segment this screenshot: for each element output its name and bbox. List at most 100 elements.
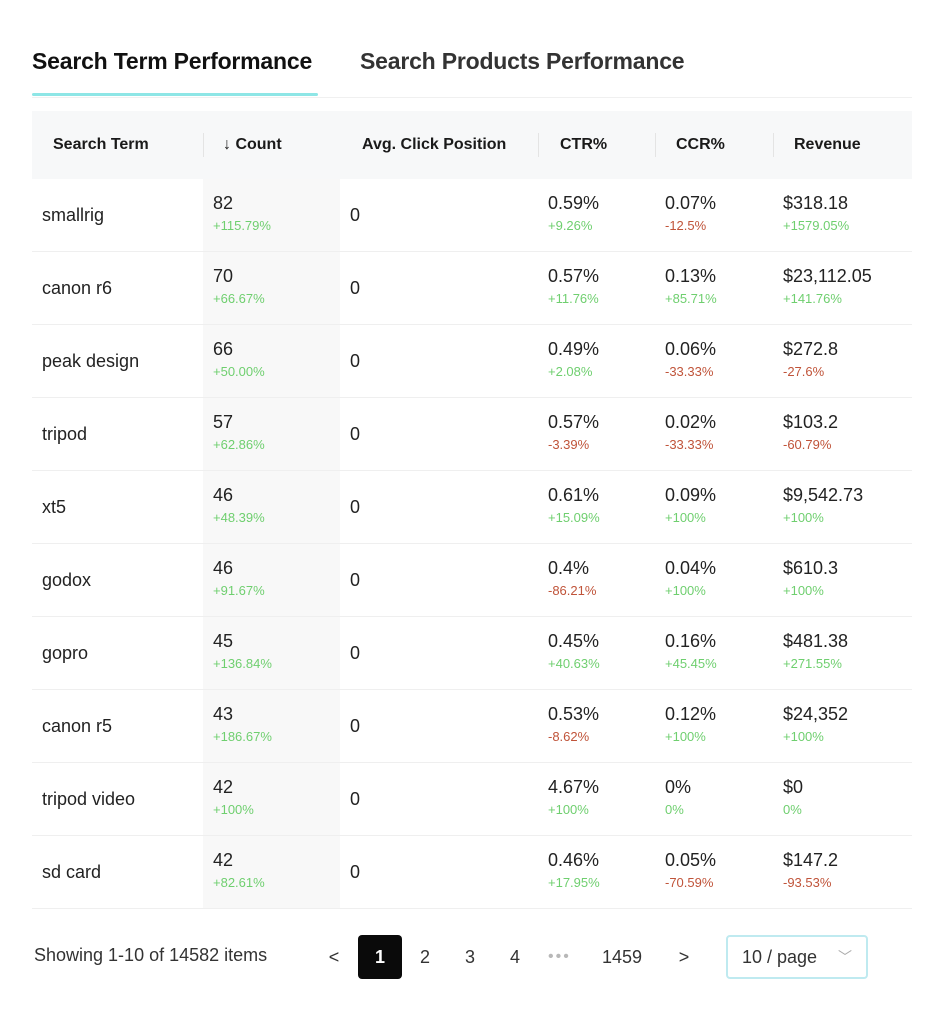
pagination-summary: Showing 1-10 of 14582 items xyxy=(34,945,268,965)
ctr-value: 0.4% xyxy=(548,558,590,578)
pagination-ellipsis[interactable]: ••• xyxy=(548,948,571,965)
table-row[interactable]: xt5 46 +48.39% 0 0.61% +15.09% 0.09% +100% $9,54… xyxy=(32,470,912,544)
page-button-1[interactable]: 1 xyxy=(358,935,402,979)
revenue-value: $147.2 xyxy=(783,850,839,870)
ccr-value: 0% xyxy=(665,777,692,797)
search-term-text: smallrig xyxy=(42,205,105,225)
table-row[interactable]: peak design 66 +50.00% 0 0.49% +2.08% 0.06% -33… xyxy=(32,324,912,398)
cell-ccr: 0.16% +45.45% xyxy=(655,616,773,690)
search-term-text: xt5 xyxy=(42,497,67,517)
revenue-change: -60.79% xyxy=(783,437,832,452)
search-term-text: godox xyxy=(42,570,92,590)
search-term-text: peak design xyxy=(42,351,140,371)
cell-ccr: 0.04% +100% xyxy=(655,543,773,617)
column-separator xyxy=(538,133,539,157)
table-row[interactable]: tripod video 42 +100% 0 4.67% +100% 0% 0% $0 0% xyxy=(32,762,912,836)
search-term-text: tripod video xyxy=(42,789,136,809)
cell-ctr: 4.67% +100% xyxy=(538,762,655,836)
cell-ctr: 0.53% -8.62% xyxy=(538,689,655,763)
avg-click-position-value: 0 xyxy=(350,497,361,517)
page-button-last[interactable]: 1459 xyxy=(602,947,643,967)
column-header-label: CTR% xyxy=(560,136,608,153)
count-value: 43 xyxy=(213,704,234,724)
revenue-change: +100% xyxy=(783,510,824,525)
column-header-search-term[interactable]: Search Term xyxy=(32,111,203,179)
count-change: +66.67% xyxy=(213,291,265,306)
cell-search-term: godox xyxy=(32,543,203,617)
cell-search-term: smallrig xyxy=(32,179,203,252)
cell-avg-click-position: 0 xyxy=(340,179,538,252)
count-value: 70 xyxy=(213,266,234,286)
ctr-change: -8.62% xyxy=(548,729,590,744)
revenue-value: $103.2 xyxy=(783,412,839,432)
page-button-4[interactable]: 4 xyxy=(509,947,520,967)
revenue-value: $23,112.05 xyxy=(783,266,872,286)
revenue-value: $318.18 xyxy=(783,193,849,213)
page-size-select[interactable]: 10 / page ﹀ xyxy=(726,935,868,979)
avg-click-position-value: 0 xyxy=(350,643,361,663)
column-separator xyxy=(203,133,204,157)
tab-search-products-performance[interactable]: Search Products Performance xyxy=(360,48,685,74)
cell-search-term: tripod video xyxy=(32,762,203,836)
count-change: +62.86% xyxy=(213,437,265,452)
table-row[interactable]: gopro 45 +136.84% 0 0.45% +40.63% 0.16% +45.45%… xyxy=(32,616,912,690)
column-header-ctr[interactable]: CTR% xyxy=(538,111,655,179)
table-row[interactable]: godox 46 +91.67% 0 0.4% -86.21% 0.04% +100% $610… xyxy=(32,543,912,617)
sort-descending-icon[interactable]: ↓ xyxy=(223,136,231,153)
ctr-change: -86.21% xyxy=(548,583,597,598)
column-header-revenue[interactable]: Revenue xyxy=(773,111,912,179)
cell-revenue: $272.8 -27.6% xyxy=(773,324,912,398)
ccr-value: 0.04% xyxy=(665,558,717,578)
prev-page-button[interactable]: < xyxy=(328,947,340,967)
cell-count: 42 +100% xyxy=(203,762,340,836)
revenue-change: +100% xyxy=(783,583,824,598)
count-change: +115.79% xyxy=(213,218,271,233)
cell-ctr: 0.61% +15.09% xyxy=(538,470,655,544)
cell-avg-click-position: 0 xyxy=(340,762,538,836)
count-value: 57 xyxy=(213,412,234,432)
cell-revenue: $24,352 +100% xyxy=(773,689,912,763)
avg-click-position-value: 0 xyxy=(350,862,361,882)
ctr-value: 4.67% xyxy=(548,777,600,797)
ccr-change: +100% xyxy=(665,729,706,744)
cell-ccr: 0% 0% xyxy=(655,762,773,836)
avg-click-position-value: 0 xyxy=(350,424,361,444)
column-header-ccr[interactable]: CCR% xyxy=(655,111,773,179)
pagination-bar: Showing 1-10 of 14582 items < 1 2 3 4 ••… xyxy=(0,935,942,979)
column-header-avg-click-position[interactable]: Avg. Click Position xyxy=(340,111,538,179)
cell-ctr: 0.57% -3.39% xyxy=(538,397,655,471)
cell-search-term: sd card xyxy=(32,835,203,909)
ccr-value: 0.13% xyxy=(665,266,717,286)
ctr-change: +17.95% xyxy=(548,875,600,890)
table-row[interactable]: canon r5 43 +186.67% 0 0.53% -8.62% 0.12% +100%… xyxy=(32,689,912,763)
cell-count: 57 +62.86% xyxy=(203,397,340,471)
table-row[interactable]: canon r6 70 +66.67% 0 0.57% +11.76% 0.13% +85.7… xyxy=(32,251,912,325)
next-page-button[interactable]: > xyxy=(678,947,690,967)
search-term-text: tripod xyxy=(42,424,88,444)
page-button-2[interactable]: 2 xyxy=(419,947,430,967)
tab-search-term-performance[interactable]: Search Term Performance xyxy=(32,48,313,74)
table-row[interactable]: tripod 57 +62.86% 0 0.57% -3.39% 0.02% -33.33% $… xyxy=(32,397,912,471)
cell-avg-click-position: 0 xyxy=(340,324,538,398)
cell-avg-click-position: 0 xyxy=(340,397,538,471)
cell-count: 66 +50.00% xyxy=(203,324,340,398)
revenue-value: $0 xyxy=(783,777,804,797)
ctr-value: 0.46% xyxy=(548,850,600,870)
revenue-value: $9,542.73 xyxy=(783,485,864,505)
cell-ccr: 0.12% +100% xyxy=(655,689,773,763)
active-tab-indicator xyxy=(32,93,318,96)
count-value: 66 xyxy=(213,339,234,359)
column-header-count[interactable]: ↓ Count xyxy=(203,111,340,179)
count-change: +91.67% xyxy=(213,583,265,598)
count-change: +50.00% xyxy=(213,364,265,379)
count-value: 46 xyxy=(213,558,234,578)
ctr-value: 0.59% xyxy=(548,193,600,213)
page-button-3[interactable]: 3 xyxy=(464,947,475,967)
ctr-change: +100% xyxy=(548,802,589,817)
cell-count: 43 +186.67% xyxy=(203,689,340,763)
ctr-value: 0.45% xyxy=(548,631,600,651)
chevron-down-icon: ﹀ xyxy=(838,949,852,965)
table-row[interactable]: smallrig 82 +115.79% 0 0.59% +9.26% 0.07% -12.5… xyxy=(32,179,912,252)
table-row[interactable]: sd card 42 +82.61% 0 0.46% +17.95% 0.05% -70.59… xyxy=(32,835,912,909)
ctr-value: 0.57% xyxy=(548,266,600,286)
